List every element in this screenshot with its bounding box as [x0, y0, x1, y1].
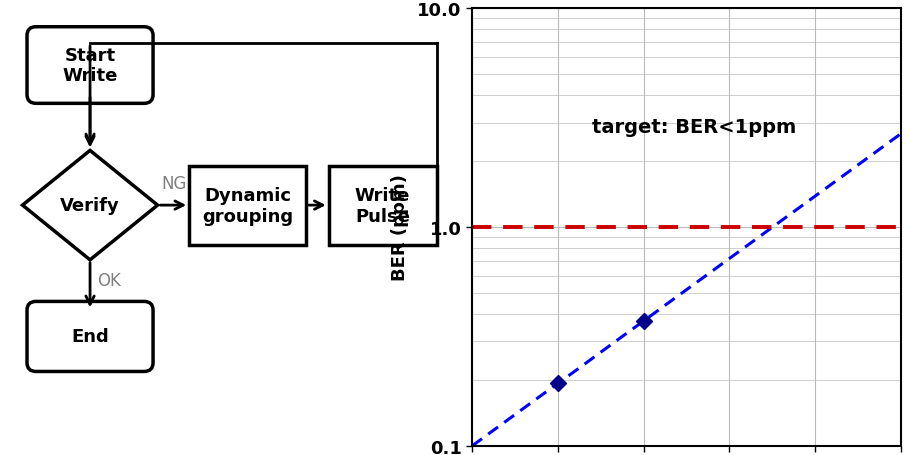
- Polygon shape: [23, 151, 157, 260]
- Y-axis label: BER (ppm): BER (ppm): [391, 174, 409, 281]
- Text: Dynamic
grouping: Dynamic grouping: [202, 186, 293, 225]
- Text: target: BER<1ppm: target: BER<1ppm: [592, 117, 796, 136]
- FancyBboxPatch shape: [27, 302, 153, 372]
- Text: NG: NG: [161, 175, 187, 192]
- Text: Start
Write: Start Write: [63, 46, 117, 85]
- Text: Write
Pulse: Write Pulse: [355, 186, 410, 225]
- Text: End: End: [71, 328, 109, 346]
- Text: Verify: Verify: [60, 197, 120, 215]
- Bar: [189, 167, 306, 245]
- Text: OK: OK: [96, 271, 121, 289]
- Title: BER vs. VBL after 100K Endurance: BER vs. VBL after 100K Endurance: [485, 0, 888, 2]
- FancyBboxPatch shape: [27, 28, 153, 104]
- Bar: [329, 167, 437, 245]
